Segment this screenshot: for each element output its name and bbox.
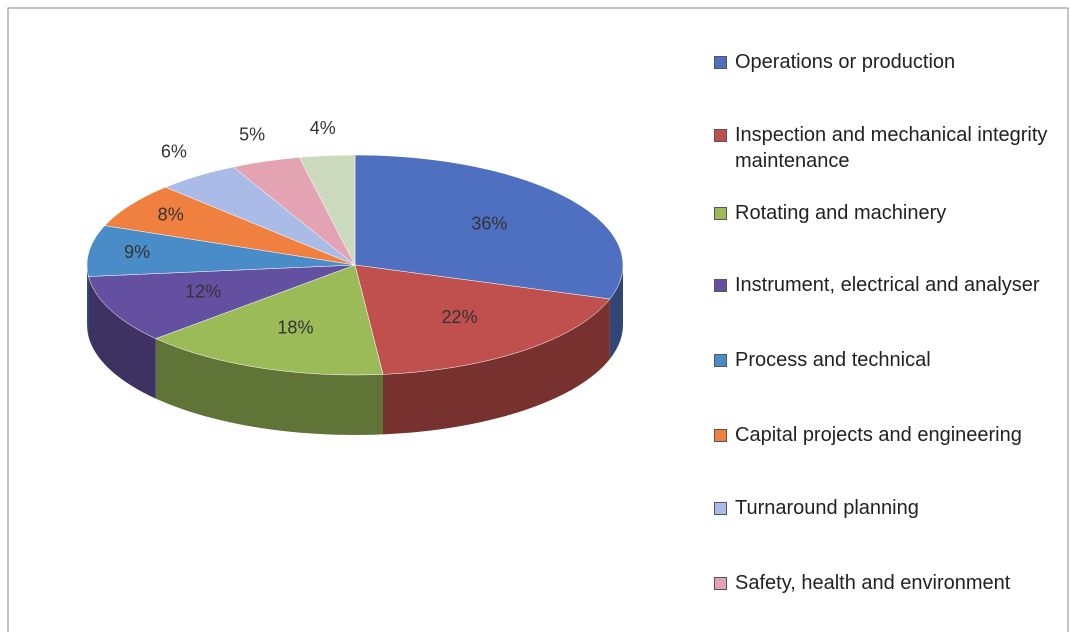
legend-label: Rotating and machinery [735,202,947,224]
pie-side [88,276,156,399]
data-label: 12% [185,281,221,301]
data-label: 5% [239,125,265,145]
legend-label: Process and technical [735,349,931,371]
data-label: 6% [161,141,187,161]
legend-swatch [714,279,727,292]
legend-swatch [714,56,727,69]
pie-slice [104,186,356,266]
legend-label: Turnaround planning [735,497,919,519]
pie-side [87,265,89,337]
data-label: 18% [277,317,313,337]
legend-swatch [714,207,727,220]
pie-slice [354,154,624,300]
pie-side [383,299,610,435]
pie-slice [232,157,356,266]
pie-slice [164,166,356,266]
data-label: 36% [471,214,507,234]
data-label: 22% [442,307,478,327]
data-label: 9% [124,242,150,262]
pie-slice [354,264,611,375]
legend-swatch [714,577,727,590]
legend-label: Capital projects and engineering [735,424,1022,446]
pie-slice [88,264,356,339]
legend-label: Safety, health and environment [735,572,1011,594]
data-label: 4% [310,118,336,138]
data-label: 8% [158,205,184,225]
frame [7,7,1069,632]
pie-side [609,265,623,359]
pie-side [155,338,383,435]
legend-label: Instrument, electrical and analyser [735,274,1040,296]
legend-swatch [714,429,727,442]
legend-swatch [714,354,727,367]
pie-slice [155,264,384,376]
pie-slice [86,225,356,277]
legend-swatch [714,129,727,142]
legend-label: Inspection and mechanical integrity main… [735,124,1048,172]
legend-swatch [714,502,727,515]
legend-label: Operations or production [735,51,956,73]
pie-slice [298,154,356,266]
